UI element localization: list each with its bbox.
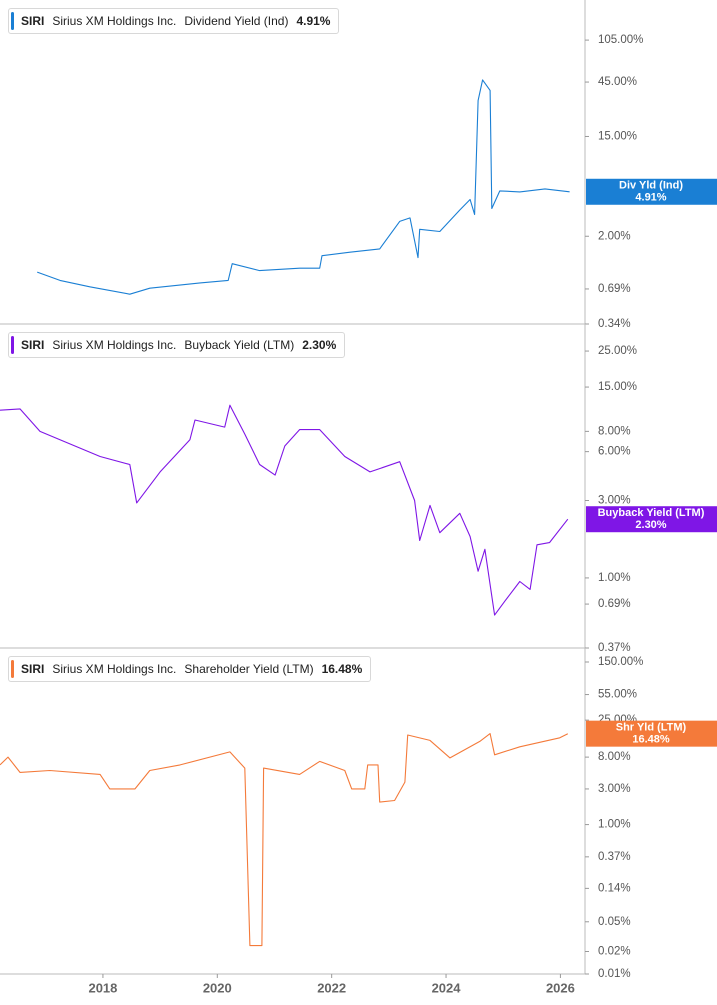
latest-value: 16.48% [321,662,363,676]
badge-name: Buyback Yield (LTM) [598,507,705,519]
y-tick-label: 1.00% [598,819,631,831]
y-tick-label: 15.00% [598,131,637,143]
series-line [0,733,569,947]
badge-name: Shr Yld (LTM) [616,722,687,734]
y-tick-label: 8.00% [598,425,631,437]
value-badge [586,506,717,533]
x-tick-label: 2026 [546,980,575,995]
y-tick-label: 45.00% [598,76,637,88]
y-tick-label: 1.00% [598,572,631,584]
y-tick-label: 0.14% [598,882,631,894]
series-name: Buyback Yield (LTM) [184,338,295,352]
y-tick-label: 25.00% [598,345,637,357]
y-tick-label: 0.01% [598,968,631,980]
y-tick-label: 15.00% [598,381,637,393]
y-tick-label: 0.69% [598,283,631,295]
ticker: SIRI [21,338,45,352]
company: Sirius XM Holdings Inc. [52,14,177,28]
y-tick-label: 150.00% [598,656,643,668]
color-bar [11,336,14,354]
y-tick-label: 3.00% [598,495,631,507]
badge-value: 2.30% [635,519,666,531]
value-badge [586,178,717,205]
y-tick-label: 0.02% [598,946,631,958]
y-tick-label: 105.00% [598,34,643,46]
value-badge [586,720,717,747]
y-tick-label: 0.34% [598,318,631,330]
latest-value: 4.91% [296,14,331,28]
y-tick-label: 55.00% [598,689,637,701]
series-line [0,404,569,616]
series-header: SIRI Sirius XM Holdings Inc. Shareholder Y… [8,656,372,682]
series-name: Shareholder Yield (LTM) [184,662,314,676]
series-header: SIRI Sirius XM Holdings Inc. Dividend Yiel… [8,8,340,34]
color-bar [11,660,14,678]
x-tick-label: 2020 [203,980,232,995]
badge-name: Div Yld (Ind) [619,180,683,192]
y-tick-label: 0.05% [598,916,631,928]
x-tick-label: 2022 [317,980,346,995]
y-tick-label: 0.69% [598,598,631,610]
series-header: SIRI Sirius XM Holdings Inc. Buyback Yield… [8,332,346,358]
ticker: SIRI [21,662,45,676]
badge-value: 4.91% [635,192,666,204]
y-tick-label: 8.00% [598,751,631,763]
y-tick-label: 3.00% [598,783,631,795]
company: Sirius XM Holdings Inc. [52,338,177,352]
company: Sirius XM Holdings Inc. [52,662,177,676]
x-tick-label: 2018 [88,980,117,995]
y-tick-label: 2.00% [598,230,631,242]
series-name: Dividend Yield (Ind) [184,14,289,28]
y-tick-label: 0.37% [598,851,631,863]
ticker: SIRI [21,14,45,28]
y-tick-label: 6.00% [598,446,631,458]
y-tick-label: 0.37% [598,642,631,654]
series-line [37,79,570,295]
badge-value: 16.48% [632,734,670,746]
latest-value: 2.30% [302,338,337,352]
color-bar [11,12,14,30]
x-tick-label: 2024 [432,980,462,995]
